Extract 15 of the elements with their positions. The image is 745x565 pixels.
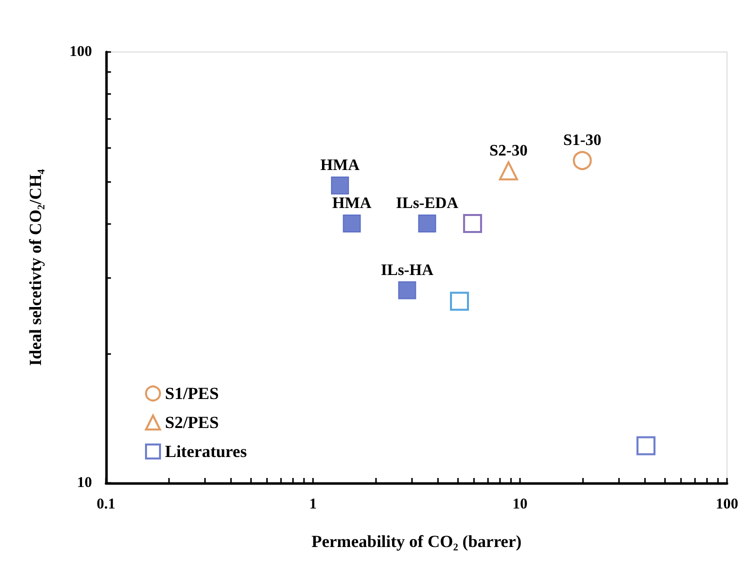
legend-label: Literatures [165, 442, 248, 461]
annotation: HMA [320, 157, 360, 174]
x-tick-label: 10 [512, 496, 528, 512]
annotation: HMA [332, 195, 372, 212]
annotation: S2-30 [489, 142, 528, 160]
legend-label: S1/PES [165, 384, 219, 403]
x-axis-title: Permeability of CO₂ (barrer) [311, 532, 522, 551]
x-tick-label: 100 [716, 496, 738, 512]
x-tick-label: 1 [309, 496, 317, 512]
x-tick-label: 0.1 [96, 496, 116, 512]
annotation: ILs-HA [380, 262, 434, 279]
legend-label: S2/PES [165, 413, 219, 432]
annotation: S1-30 [563, 132, 602, 150]
y-axis-title: Ideal selcetivty of CO₂/CH₄ [26, 169, 45, 366]
annotation: ILs-EDA [396, 195, 459, 212]
